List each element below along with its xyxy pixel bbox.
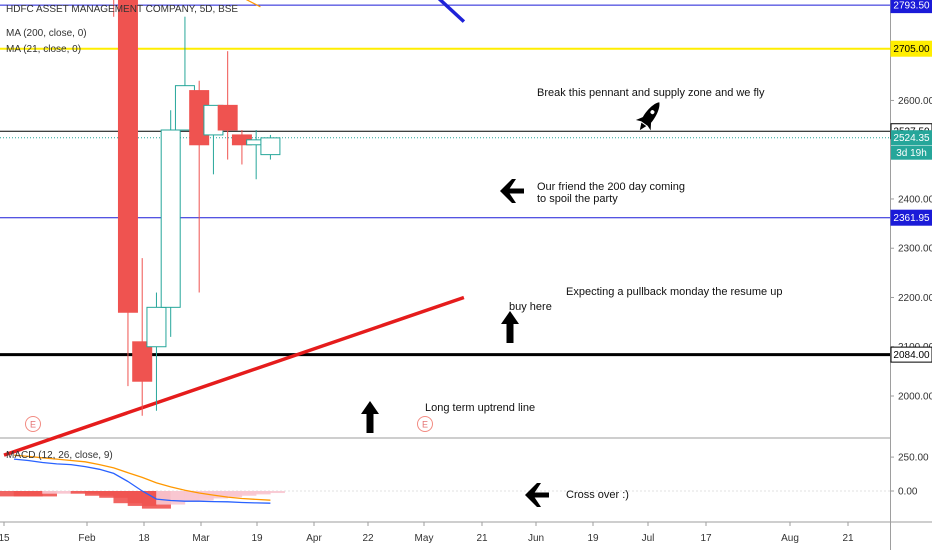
macd-line [13, 458, 271, 504]
price-axis-tick-label: 2200.00 [898, 293, 932, 304]
time-axis-tick-label: Apr [306, 533, 322, 544]
annotations-layer: Break this pennant and supply zone and w… [25, 87, 782, 507]
rocket-window [650, 110, 655, 115]
time-axis-tick-label: 21 [476, 533, 488, 544]
candle-down [132, 258, 153, 416]
macd-layer [0, 454, 890, 509]
macd-axis-tick-label: 0.00 [898, 487, 918, 498]
earnings-marker-icon [417, 416, 433, 432]
time-axis-tick-label: 22 [362, 533, 374, 544]
candle-down [217, 51, 238, 160]
time-axis-tick-label: Feb [78, 533, 96, 544]
time-axis-tick-label: 19 [251, 533, 263, 544]
annotation-friend-line2: to spoil the party [537, 193, 618, 205]
candles-layer [113, 0, 281, 416]
time-axis-tick-label: 18 [138, 533, 150, 544]
annotation-pullback: Expecting a pullback monday the resume u… [566, 286, 782, 298]
uptrend-arrow-icon [361, 401, 379, 433]
rocket-body [641, 102, 660, 126]
annotation-friend-line1: Our friend the 200 day coming [537, 181, 685, 193]
annotation-crossover: Cross over :) [566, 489, 629, 501]
level-price-badge [890, 209, 932, 226]
level-price-badge [890, 346, 932, 363]
candle-up [146, 292, 167, 411]
legend-macd: MACD (12, 26, close, 9) [6, 450, 113, 461]
last-price-badge [891, 130, 932, 146]
legend-ma200: MA (200, close, 0) [6, 28, 87, 39]
candle-body [146, 306, 167, 348]
countdown-badge [891, 145, 932, 160]
rocket-fins [635, 116, 652, 131]
time-axis-tick-label: Jun [528, 533, 544, 544]
time-axis-tick-label: 17 [700, 533, 712, 544]
level-price-label: 2361.95 [893, 213, 930, 224]
candle-body [117, 0, 138, 313]
candle-down [117, 0, 138, 387]
legend-symbol: HDFC ASSET MANAGEMENT COMPANY, 5D, BSE [6, 4, 239, 15]
rocket-flame [639, 122, 647, 131]
candle-up [160, 110, 181, 337]
macd-histogram-bar [255, 491, 285, 494]
candle-body [132, 341, 153, 382]
uptrend-trend-line [3, 295, 465, 457]
time-axis-tick-label: Mar [192, 533, 210, 544]
countdown-label: 3d 19h [896, 148, 927, 159]
earnings-marker-label: E [422, 420, 428, 430]
rocket-icon [635, 102, 660, 131]
price-axis-tick-label: 2600.00 [898, 96, 932, 107]
buy-arrow-icon [501, 311, 519, 343]
price-axis-tick-label: 2000.00 [898, 392, 932, 403]
level-price-label: 2084.00 [893, 350, 930, 361]
trend-lines-layer [3, 0, 466, 457]
candle-body [217, 104, 238, 131]
level-price-label: 2793.50 [893, 1, 930, 12]
friend-arrow-icon-shaft [504, 188, 524, 194]
annotation-buy: buy here [509, 301, 552, 313]
annotation-uptrend: Long term uptrend line [425, 402, 535, 414]
candle-body [260, 137, 281, 156]
time-axis-tick-label: May [415, 533, 434, 544]
last-price-label: 2524.35 [893, 133, 930, 144]
level-price-badge [890, 40, 932, 57]
level-price-label: 2705.00 [893, 44, 930, 55]
macd-signal-line [13, 454, 271, 501]
horizontal-levels-layer [0, 4, 890, 357]
legend-ma21: MA (21, close, 0) [6, 44, 82, 55]
candle-body [160, 129, 181, 308]
price-axis-tick-label: 2400.00 [898, 194, 932, 205]
earnings-marker-icon [25, 416, 41, 432]
time-axis-tick-label: 19 [587, 533, 599, 544]
candle-up [260, 134, 281, 160]
crossover-arrow-icon-shaft [529, 492, 549, 498]
price-axis-tick-label: 2300.00 [898, 244, 932, 255]
annotation-pennant: Break this pennant and supply zone and w… [537, 87, 765, 99]
level-price-badge [890, 0, 932, 14]
time-axis-tick-label: 15 [0, 533, 10, 544]
macd-axis-tick-label: 250.00 [898, 453, 929, 464]
time-axis-tick-label: 21 [842, 533, 854, 544]
earnings-marker-label: E [30, 420, 36, 430]
time-axis-tick-label: Aug [781, 533, 799, 544]
time-axis-tick-label: Jul [642, 533, 655, 544]
